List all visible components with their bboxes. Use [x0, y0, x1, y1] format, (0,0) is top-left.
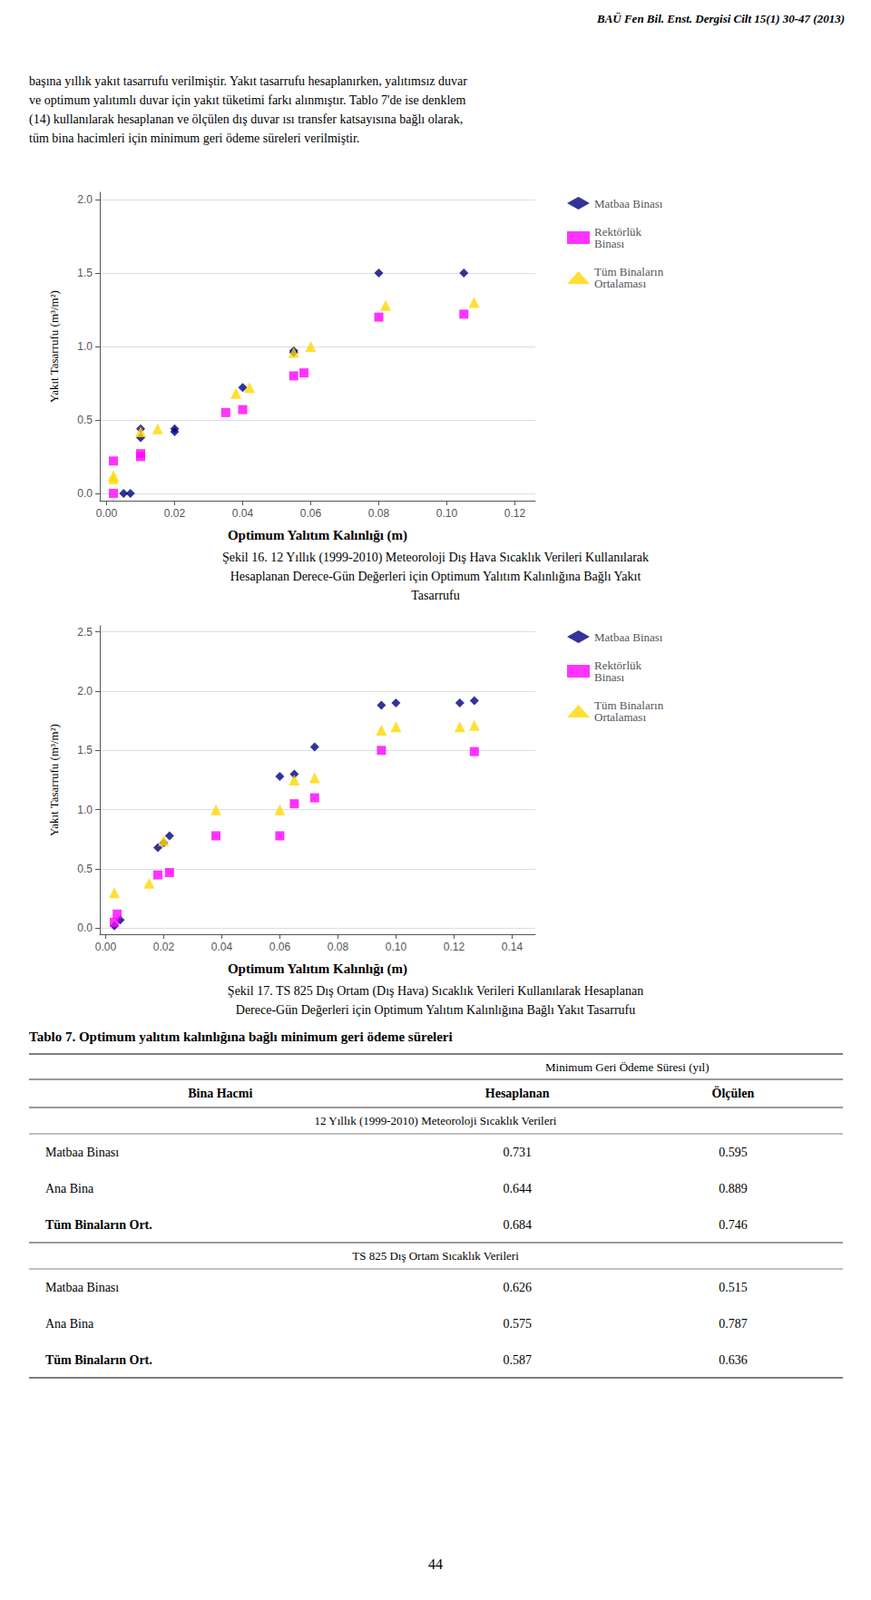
svg-text:Binası: Binası: [594, 670, 626, 685]
svg-text:0.10: 0.10: [436, 507, 459, 520]
svg-text:(14) kullanılarak hesaplanan v: (14) kullanılarak hesaplanan ve ölçülen …: [29, 112, 463, 128]
svg-text:Tasarrufu: Tasarrufu: [411, 588, 460, 603]
svg-text:Matbaa Binası: Matbaa Binası: [45, 1281, 119, 1295]
svg-text:Matbaa Binası: Matbaa Binası: [594, 196, 664, 211]
svg-text:Tüm Binaların: Tüm Binaların: [594, 698, 664, 713]
svg-text:0.889: 0.889: [718, 1182, 748, 1196]
svg-text:Ana Bina: Ana Bina: [45, 1317, 95, 1331]
svg-text:0.12: 0.12: [443, 940, 466, 954]
svg-text:Tüm Binaların: Tüm Binaların: [594, 264, 664, 279]
svg-text:Tüm Binaların Ort.: Tüm Binaların Ort.: [45, 1353, 153, 1368]
svg-text:Ortalaması: Ortalaması: [594, 276, 646, 291]
svg-text:Yakıt Tasarrufu (m³/m²): Yakıt Tasarrufu (m³/m²): [47, 290, 61, 403]
svg-text:0.595: 0.595: [718, 1145, 748, 1160]
svg-text:1.5: 1.5: [77, 266, 93, 280]
svg-text:0.10: 0.10: [385, 940, 408, 954]
svg-text:1.0: 1.0: [77, 340, 93, 353]
svg-text:0.746: 0.746: [718, 1218, 748, 1233]
svg-text:Şekil 16. 12 Yıllık (1999-2010: Şekil 16. 12 Yıllık (1999-2010) Meteorol…: [222, 550, 649, 566]
svg-text:0.636: 0.636: [718, 1353, 748, 1368]
svg-text:Optimum Yalıtım Kalınlığı (m): Optimum Yalıtım Kalınlığı (m): [227, 961, 408, 978]
svg-text:Rektörlük: Rektörlük: [594, 225, 642, 239]
svg-text:ve optimum yalıtımlı duvar içi: ve optimum yalıtımlı duvar için yakıt tü…: [29, 93, 467, 108]
svg-text:TS 825 Dış Ortam Sıcaklık Veri: TS 825 Dış Ortam Sıcaklık Verileri: [352, 1249, 519, 1263]
svg-text:0.04: 0.04: [232, 507, 255, 520]
svg-text:0.06: 0.06: [300, 507, 323, 520]
svg-text:Ana Bina: Ana Bina: [45, 1182, 95, 1196]
svg-text:0.644: 0.644: [502, 1182, 532, 1196]
svg-text:0.575: 0.575: [502, 1317, 532, 1331]
svg-text:0.08: 0.08: [368, 507, 391, 520]
svg-text:0.0: 0.0: [77, 921, 93, 935]
svg-text:0.04: 0.04: [211, 940, 234, 954]
svg-text:0.14: 0.14: [501, 940, 524, 954]
svg-text:0.00: 0.00: [96, 507, 118, 520]
svg-text:BAÜ Fen Bil. Enst. Dergisi Cil: BAÜ Fen Bil. Enst. Dergisi Cilt 15(1) 30…: [596, 11, 845, 26]
svg-text:0.08: 0.08: [327, 940, 350, 954]
svg-text:0.06: 0.06: [269, 940, 292, 954]
svg-text:Tablo 7. Optimum yalıtım kalın: Tablo 7. Optimum yalıtım kalınlığına bağ…: [29, 1029, 453, 1045]
svg-text:Hesaplanan Derece-Gün Değerler: Hesaplanan Derece-Gün Değerleri için Opt…: [230, 569, 642, 584]
svg-text:0.0: 0.0: [77, 487, 93, 500]
svg-text:Ortalaması: Ortalaması: [594, 710, 646, 725]
svg-text:tüm bina hacimleri için minimu: tüm bina hacimleri için minimum geri öde…: [29, 131, 360, 146]
svg-text:Minimum Geri Ödeme Süresi (yıl: Minimum Geri Ödeme Süresi (yıl): [545, 1060, 710, 1075]
svg-text:2.0: 2.0: [77, 685, 93, 698]
svg-text:Hesaplanan: Hesaplanan: [485, 1086, 550, 1101]
svg-text:2.5: 2.5: [77, 626, 93, 639]
svg-text:Binası: Binası: [594, 236, 626, 251]
svg-text:0.587: 0.587: [502, 1353, 532, 1368]
svg-text:0.626: 0.626: [502, 1281, 532, 1295]
svg-text:2.0: 2.0: [77, 193, 93, 206]
svg-text:Matbaa Binası: Matbaa Binası: [594, 630, 664, 645]
svg-text:0.5: 0.5: [77, 413, 93, 427]
svg-text:Ölçülen: Ölçülen: [712, 1086, 755, 1101]
svg-text:0.5: 0.5: [77, 862, 93, 876]
svg-text:0.684: 0.684: [502, 1218, 532, 1233]
svg-text:Optimum Yalıtım Kalınlığı (m): Optimum Yalıtım Kalınlığı (m): [227, 528, 408, 544]
svg-text:Yakıt Tasarrufu (m³/m²): Yakıt Tasarrufu (m³/m²): [47, 724, 61, 837]
svg-text:1.0: 1.0: [77, 803, 93, 817]
svg-text:Derece-Gün Değerleri için Opti: Derece-Gün Değerleri için Optimum Yalıtı…: [235, 1003, 636, 1018]
svg-text:Şekil 17. TS 825 Dış Ortam (Dı: Şekil 17. TS 825 Dış Ortam (Dış Hava) Sı…: [227, 984, 644, 999]
svg-text:1.5: 1.5: [77, 743, 93, 757]
svg-text:0.515: 0.515: [718, 1281, 748, 1295]
svg-text:0.731: 0.731: [502, 1145, 532, 1160]
svg-text:0.00: 0.00: [95, 940, 118, 954]
svg-text:0.12: 0.12: [504, 507, 527, 520]
svg-text:44: 44: [428, 1556, 443, 1573]
svg-text:başına yıllık yakıt tasarrufu: başına yıllık yakıt tasarrufu verilmişti…: [29, 74, 468, 89]
svg-text:Matbaa Binası: Matbaa Binası: [45, 1145, 119, 1160]
svg-text:Rektörlük: Rektörlük: [594, 658, 642, 673]
svg-text:0.02: 0.02: [164, 507, 186, 520]
svg-text:Bina Hacmi: Bina Hacmi: [187, 1086, 253, 1101]
svg-text:Tüm Binaların Ort.: Tüm Binaların Ort.: [45, 1218, 153, 1233]
svg-text:12 Yıllık (1999-2010) Meteorol: 12 Yıllık (1999-2010) Meteoroloji Sıcakl…: [314, 1114, 558, 1128]
svg-text:0.02: 0.02: [153, 940, 176, 954]
svg-text:0.787: 0.787: [718, 1317, 748, 1331]
